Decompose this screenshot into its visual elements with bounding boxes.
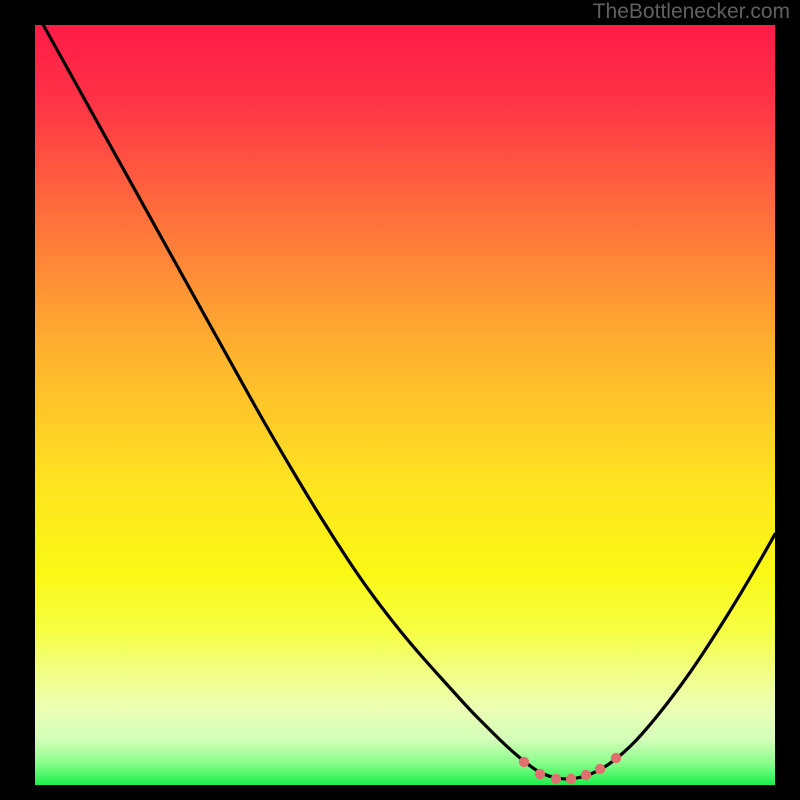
marker-dot	[595, 764, 605, 774]
chart-container: TheBottlenecker.com	[0, 0, 800, 800]
marker-dot	[535, 769, 545, 779]
gradient-plot-area	[35, 25, 775, 785]
marker-dot	[581, 770, 591, 780]
marker-dot	[519, 757, 529, 767]
bottleneck-chart	[0, 0, 800, 800]
marker-dot	[611, 753, 621, 763]
marker-dot	[551, 774, 561, 784]
watermark-text: TheBottlenecker.com	[593, 0, 790, 24]
marker-dot	[566, 774, 576, 784]
